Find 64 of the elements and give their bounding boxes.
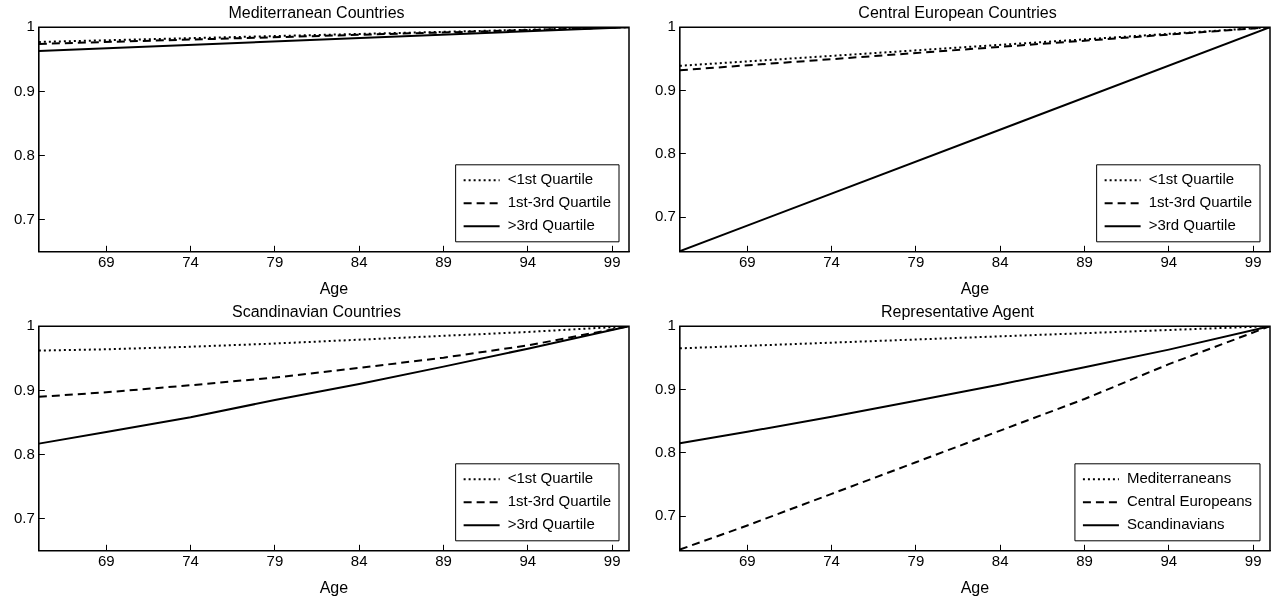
y-tick-label: 1 <box>26 17 35 35</box>
x-axis-title: Age <box>960 578 990 596</box>
legend-label: 1st-3rd Quartile <box>507 193 611 211</box>
y-tick-label: 0.7 <box>654 506 676 524</box>
x-tick-label: 69 <box>738 252 756 270</box>
chart-title: Scandinavian Countries <box>232 303 401 321</box>
y-tick-label: 1 <box>667 17 676 35</box>
x-tick-label: 99 <box>603 252 621 270</box>
legend-label: <1st Quartile <box>1148 170 1235 188</box>
y-tick-label: 1 <box>667 316 676 334</box>
legend-label: 1st-3rd Quartile <box>1148 193 1252 211</box>
x-axis-title: Age <box>319 279 349 297</box>
x-tick-label: 99 <box>1244 551 1262 569</box>
legend-label: Central Europeans <box>1126 492 1252 510</box>
x-tick-label: 94 <box>1160 551 1178 569</box>
y-tick-label: 0.7 <box>654 207 676 225</box>
legend-label: >3rd Quartile <box>1148 216 1236 234</box>
x-tick-label: 94 <box>519 551 537 569</box>
x-tick-label: 74 <box>823 252 840 270</box>
x-tick-label: 79 <box>907 551 925 569</box>
x-tick-label: 84 <box>350 551 368 569</box>
x-tick-label: 84 <box>991 551 1009 569</box>
x-tick-label: 74 <box>182 551 199 569</box>
y-tick-label: 0.8 <box>13 444 35 462</box>
y-tick-label: 0.9 <box>654 379 676 397</box>
x-tick-label: 84 <box>350 252 368 270</box>
x-tick-label: 79 <box>907 252 925 270</box>
legend-label: 1st-3rd Quartile <box>507 492 611 510</box>
y-tick-label: 0.9 <box>654 80 676 98</box>
y-tick-label: 0.9 <box>13 380 35 398</box>
x-tick-label: 69 <box>97 551 115 569</box>
legend-label: >3rd Quartile <box>507 216 595 234</box>
x-tick-label: 89 <box>1076 551 1093 569</box>
x-tick-label: 74 <box>182 252 199 270</box>
legend-label: Scandinavians <box>1126 515 1225 533</box>
legend-label: <1st Quartile <box>507 469 594 487</box>
x-tick-label: 94 <box>519 252 537 270</box>
x-tick-label: 79 <box>266 551 284 569</box>
y-tick-label: 0.7 <box>13 508 35 526</box>
y-tick-label: 0.9 <box>13 81 35 99</box>
x-tick-label: 99 <box>603 551 621 569</box>
legend-label: Mediterraneans <box>1126 469 1232 487</box>
x-tick-label: 94 <box>1160 252 1178 270</box>
x-tick-label: 69 <box>738 551 756 569</box>
y-tick-label: 0.8 <box>13 145 35 163</box>
x-tick-label: 89 <box>1076 252 1093 270</box>
chart-title: Representative Agent <box>881 303 1035 321</box>
x-tick-label: 84 <box>991 252 1009 270</box>
x-tick-label: 79 <box>266 252 284 270</box>
y-tick-label: 0.8 <box>654 143 676 161</box>
x-tick-label: 74 <box>823 551 840 569</box>
legend-label: <1st Quartile <box>507 170 594 188</box>
x-tick-label: 89 <box>435 252 452 270</box>
x-axis-title: Age <box>960 279 990 297</box>
y-tick-label: 0.8 <box>654 442 676 460</box>
x-tick-label: 69 <box>97 252 115 270</box>
x-axis-title: Age <box>319 578 349 596</box>
y-tick-label: 0.7 <box>13 209 35 227</box>
chart-title: Central European Countries <box>858 4 1057 22</box>
legend-label: >3rd Quartile <box>507 515 595 533</box>
x-tick-label: 99 <box>1244 252 1262 270</box>
x-tick-label: 89 <box>435 551 452 569</box>
chart-title: Mediterranean Countries <box>228 4 405 22</box>
y-tick-label: 1 <box>26 316 35 334</box>
